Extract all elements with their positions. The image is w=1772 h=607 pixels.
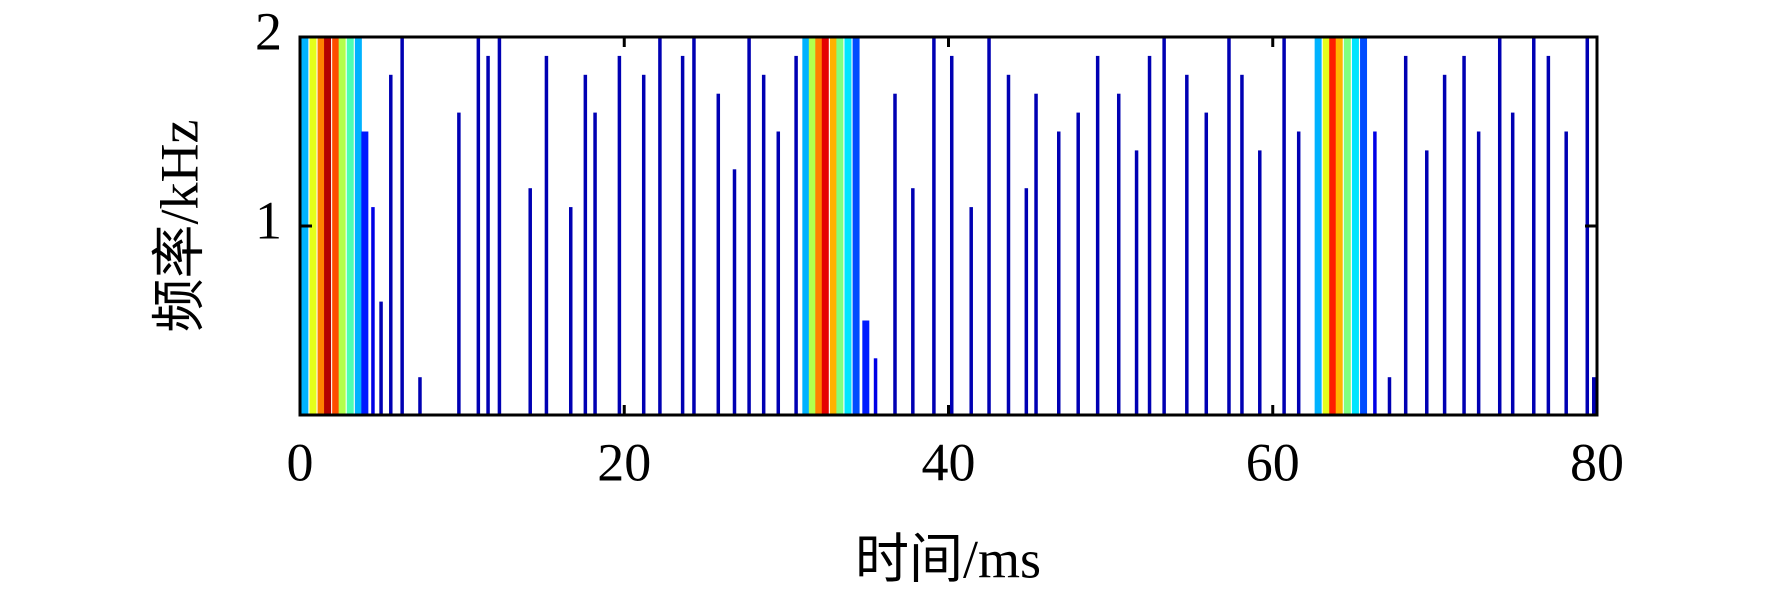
spectral-stripe [332,37,340,415]
spectral-stripe [1204,112,1209,415]
spectral-stripe [1314,37,1322,415]
spectral-stripe [911,188,915,415]
spectral-stripe [1322,37,1330,415]
spectral-stripe [852,37,860,415]
spectral-stripe [1425,150,1429,415]
spectral-stripe [680,55,685,416]
x-axis-label: 时间/ms [855,529,1041,589]
spectral-stripe [873,358,878,415]
spectral-stripe [1134,150,1139,415]
spectral-stripe [1442,74,1447,416]
y-tick-label: 2 [255,1,282,61]
spectral-stripe [776,131,781,415]
spectral-stripe [1024,188,1029,415]
spectral-stripe [1095,55,1100,416]
spectral-stripe [844,37,852,415]
spectral-stripe [808,37,816,415]
spectral-stripe [1329,37,1337,415]
spectral-stripe [641,74,646,416]
spectral-stripe [544,55,549,416]
spectral-stripe [836,37,844,415]
spectral-stripe [617,55,622,416]
spectral-stripe [1476,131,1481,415]
spectral-stripe [761,74,766,416]
spectral-stripe [371,207,375,415]
spectral-stripe [1185,74,1189,416]
spectral-stripe [1034,93,1038,415]
spectral-stripe [593,112,597,415]
spectral-stripe [1387,377,1392,415]
x-tick-label: 80 [1570,432,1624,492]
y-tick-label: 1 [255,190,282,250]
spectral-stripe [1227,37,1231,415]
x-tick-label: 40 [922,432,976,492]
spectral-stripe [354,37,362,415]
spectral-stripe [1403,55,1408,416]
spectral-stripe [1532,37,1536,415]
spectral-stripe [893,93,897,415]
spectral-stripe [829,37,837,415]
spectral-stripe [1373,131,1377,415]
spectral-stripe [486,55,490,416]
spectral-stripe [1592,377,1596,415]
spectral-stripe [1360,37,1368,415]
spectral-stripe [418,377,422,415]
spectral-stripe [1116,93,1121,415]
spectral-stripe [821,37,829,415]
spectral-stripe [1564,131,1568,415]
spectral-stripe [862,320,870,415]
spectral-stripe [1510,112,1515,415]
spectral-stripe [1240,74,1244,416]
spectral-stripe [1006,74,1011,416]
spectral-stripe [794,55,798,416]
spectral-stripe [400,37,404,415]
spectral-stripe [568,207,573,415]
spectral-stripe [361,131,369,415]
spectral-stripe [309,37,317,415]
spectral-stripe [1343,37,1351,415]
spectral-stripe [987,37,991,415]
spectral-stripe [692,37,696,415]
spectral-stripe [716,93,721,415]
x-tick-label: 0 [287,432,314,492]
spectral-stripe [1497,37,1502,415]
spectral-stripe [815,37,823,415]
spectral-stripe [1076,112,1080,415]
spectral-stripe [732,169,737,415]
spectral-stripe [949,55,954,416]
spectral-stripe [457,112,461,415]
spectral-stripe [476,37,481,415]
spectral-stripe [969,207,973,415]
spectral-stripe [1335,37,1343,415]
y-axis-label: 频率/kHz [149,120,209,333]
spectral-stripe [1546,55,1551,416]
spectral-stripe [1282,37,1286,415]
plot-area [301,37,1596,416]
spectral-stripe [338,37,346,415]
spectral-stripe [583,74,588,416]
spectral-stripe [658,37,662,415]
spectral-stripe [379,301,383,415]
spectral-stripe [497,37,502,415]
spectral-stripe [1147,55,1152,416]
plot-frame [298,35,1599,417]
spectral-stripe [1258,150,1262,415]
spectral-stripe [1162,37,1166,415]
spectral-stripe [747,37,751,415]
spectral-stripe [932,37,936,415]
spectral-stripe [1351,37,1359,415]
spectral-stripe [324,37,332,415]
spectral-stripe [1296,131,1301,415]
spectral-stripe [389,74,393,416]
spectral-stripe [802,37,810,415]
spectral-stripe [528,188,532,415]
spectral-stripe [1056,131,1061,415]
spectral-stripe [1462,55,1466,416]
x-tick-label: 20 [597,432,651,492]
x-tick-label: 60 [1246,432,1300,492]
spectral-stripe [317,37,325,415]
spectral-stripe [346,37,354,415]
